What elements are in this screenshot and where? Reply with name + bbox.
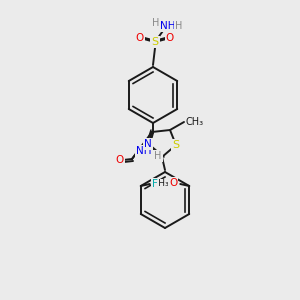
Text: H: H <box>175 21 183 31</box>
Text: O: O <box>116 155 124 165</box>
Text: N: N <box>144 139 152 149</box>
Text: S: S <box>172 140 180 150</box>
Text: O: O <box>166 33 174 43</box>
Text: H: H <box>154 151 162 161</box>
Text: O: O <box>136 33 144 43</box>
Text: S: S <box>152 37 159 47</box>
Text: NH: NH <box>136 146 152 156</box>
Text: F: F <box>152 179 158 189</box>
Text: O: O <box>169 178 177 188</box>
Text: CH₃: CH₃ <box>153 179 169 188</box>
Text: CH₃: CH₃ <box>186 117 204 127</box>
Text: H: H <box>152 18 160 28</box>
Text: NH: NH <box>160 21 176 31</box>
